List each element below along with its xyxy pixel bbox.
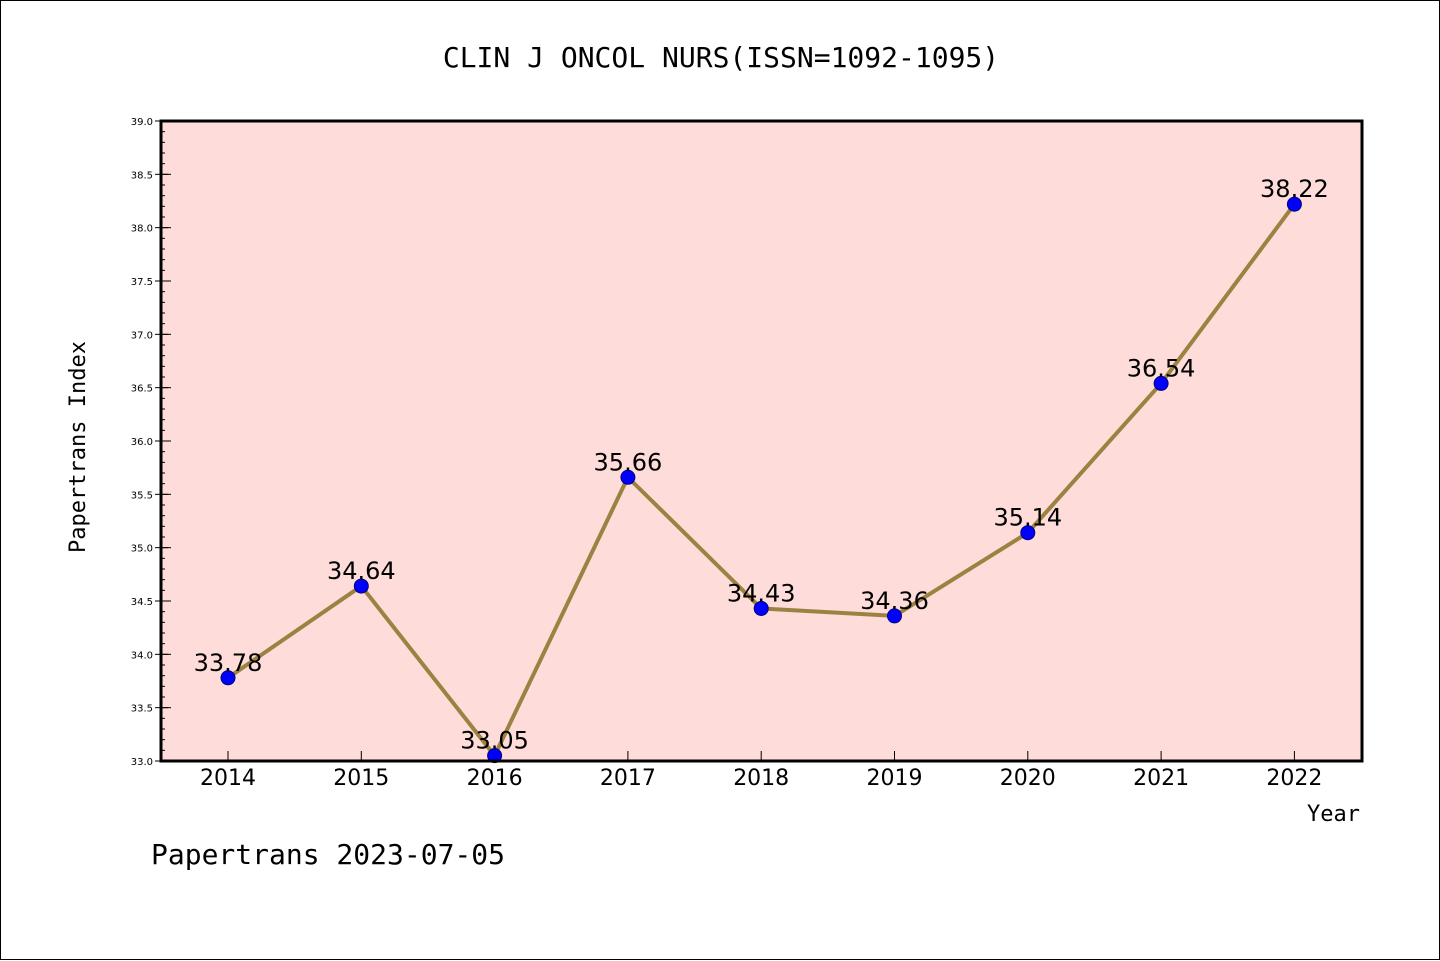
x-tick-label: 2019: [867, 766, 923, 791]
y-tick-label: 36.0: [131, 437, 153, 448]
data-label: 33.78: [194, 649, 263, 677]
series-markers: [220, 196, 1302, 764]
footer-text: Papertrans 2023-07-05: [151, 838, 505, 871]
x-tick-label: 2022: [1266, 766, 1322, 791]
data-label: 34.43: [727, 579, 796, 607]
y-tick-label: 38.5: [131, 170, 153, 181]
data-labels: 33.78 34.64 33.05 35.66 34.43 34.36 35.14 36.54…: [194, 175, 1329, 754]
data-point: [1153, 375, 1169, 391]
y-axis-label: Papertrans Index: [66, 341, 91, 553]
y-tick-label: 36.5: [131, 384, 153, 395]
data-label: 38.22: [1260, 175, 1329, 203]
x-axis-ticks: 2014 2015 2016 2017 2018 2019 2020 2021 2022: [200, 751, 1322, 791]
data-point: [220, 670, 236, 686]
data-label: 34.64: [327, 557, 396, 585]
x-tick-label: 2017: [600, 766, 656, 791]
x-tick-label: 2014: [200, 766, 256, 791]
chart-title: CLIN J ONCOL NURS(ISSN=1092-1095): [443, 41, 999, 74]
y-axis-ticks: 33.0 33.5 34.0 34.5 35.0 35.5 36.0 36.5 37.0 37.5…: [131, 117, 171, 768]
x-tick-label: 2015: [333, 766, 389, 791]
y-tick-label: 33.0: [131, 757, 153, 768]
data-label: 34.36: [860, 587, 929, 615]
data-point: [353, 578, 369, 594]
y-tick-label: 37.5: [131, 277, 153, 288]
data-label: 35.66: [594, 448, 663, 476]
data-label: 36.54: [1127, 354, 1196, 382]
data-point: [887, 608, 902, 624]
x-tick-label: 2018: [733, 766, 789, 791]
data-point: [620, 469, 636, 485]
data-point: [1286, 196, 1302, 212]
x-axis-label: Year: [1307, 802, 1360, 827]
data-label: 35.14: [993, 504, 1062, 532]
y-tick-label: 34.5: [131, 597, 153, 608]
y-tick-label: 37.0: [131, 330, 153, 341]
plot-frame: [159, 119, 1364, 763]
y-tick-label: 35.5: [131, 490, 153, 501]
x-tick-label: 2016: [467, 766, 523, 791]
plot-area: [161, 121, 1362, 761]
y-tick-label: 35.0: [131, 544, 153, 555]
y-tick-label: 34.0: [131, 650, 153, 661]
y-tick-label: 38.0: [131, 224, 153, 235]
data-point: [753, 600, 769, 616]
data-label: 33.05: [460, 727, 529, 755]
x-tick-label: 2021: [1133, 766, 1189, 791]
y-tick-label: 33.5: [131, 704, 153, 715]
x-tick-label: 2020: [1000, 766, 1056, 791]
y-tick-label: 39.0: [131, 117, 153, 128]
data-point: [1020, 525, 1036, 541]
data-point: [487, 748, 503, 764]
